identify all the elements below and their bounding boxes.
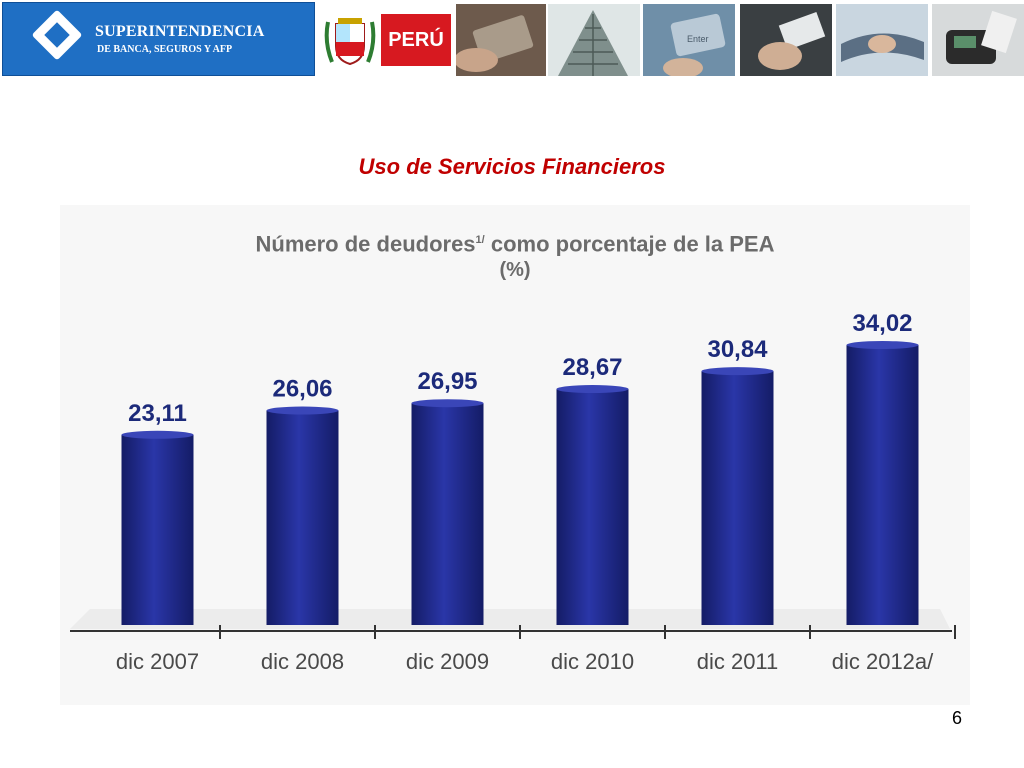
bar-chart: Número de deudores1/ como porcentaje de …: [60, 205, 970, 705]
bar-value-label: 34,02: [852, 310, 912, 337]
chart-title-main: Número de deudores: [255, 231, 476, 257]
peru-coat-of-arms-icon: [324, 18, 376, 66]
bar-top-cap: [121, 430, 194, 439]
header-banner: SUPERINTENDENCIA DE BANCA, SEGUROS Y AFP…: [0, 0, 1024, 80]
bar-value-label: 26,95: [417, 368, 477, 395]
x-tick-label: dic 2009: [406, 649, 489, 674]
sbs-logo[interactable]: SUPERINTENDENCIA DE BANCA, SEGUROS Y AFP: [2, 2, 315, 76]
bar-dic-2007: [121, 434, 194, 625]
bar-dic-2011: [701, 371, 774, 625]
x-tick-label: dic 2012a/: [832, 649, 934, 674]
chart-unit: (%): [499, 259, 531, 281]
bar-dic-2012a-: [846, 345, 919, 625]
bar-dic-2009: [411, 403, 484, 625]
bar-dic-2008: [266, 410, 339, 625]
bar-top-cap: [266, 406, 339, 415]
bar-dic-2010: [556, 389, 629, 625]
chart-plot: 23,11 dic 2007 26,06 dic 2008 26,95 dic 2009 2…: [70, 310, 956, 674]
card-terminal-photo: [932, 4, 1024, 76]
chart-title-rest: como porcentaje de la PEA: [484, 231, 775, 257]
chart-floor: [70, 609, 950, 629]
bar-value-label: 26,06: [272, 376, 332, 403]
bar-top-cap: [556, 385, 629, 394]
building-photo: [548, 4, 640, 76]
chart-title: Número de deudores1/ como porcentaje de …: [60, 225, 970, 259]
credit-card-photo: [456, 4, 546, 76]
bar-value-label: 30,84: [707, 336, 768, 363]
svg-text:Enter: Enter: [687, 34, 709, 44]
x-tick-label: dic 2010: [551, 649, 634, 674]
peru-brand-logo[interactable]: PERÚ: [381, 14, 451, 66]
hand-cards-photo: [740, 4, 832, 76]
page-number: 6: [951, 708, 962, 728]
chart-title-footnote: 1/: [475, 234, 485, 246]
bar-top-cap: [411, 399, 484, 408]
bar-value-label: 23,11: [128, 400, 187, 427]
logo-name: SUPERINTENDENCIA: [95, 23, 265, 40]
bar-value-label: 28,67: [562, 354, 622, 381]
x-tick-label: dic 2007: [116, 649, 199, 674]
bar-top-cap: [846, 341, 919, 349]
handshake-photo: [836, 4, 928, 76]
x-tick-label: dic 2011: [697, 649, 779, 674]
logo-subtitle: DE BANCA, SEGUROS Y AFP: [97, 44, 233, 55]
slide-title: Uso de Servicios Financieros: [358, 154, 666, 179]
x-tick-label: dic 2008: [261, 649, 344, 674]
bar-top-cap: [701, 367, 774, 376]
keyboard-enter-photo: Enter: [643, 4, 735, 76]
